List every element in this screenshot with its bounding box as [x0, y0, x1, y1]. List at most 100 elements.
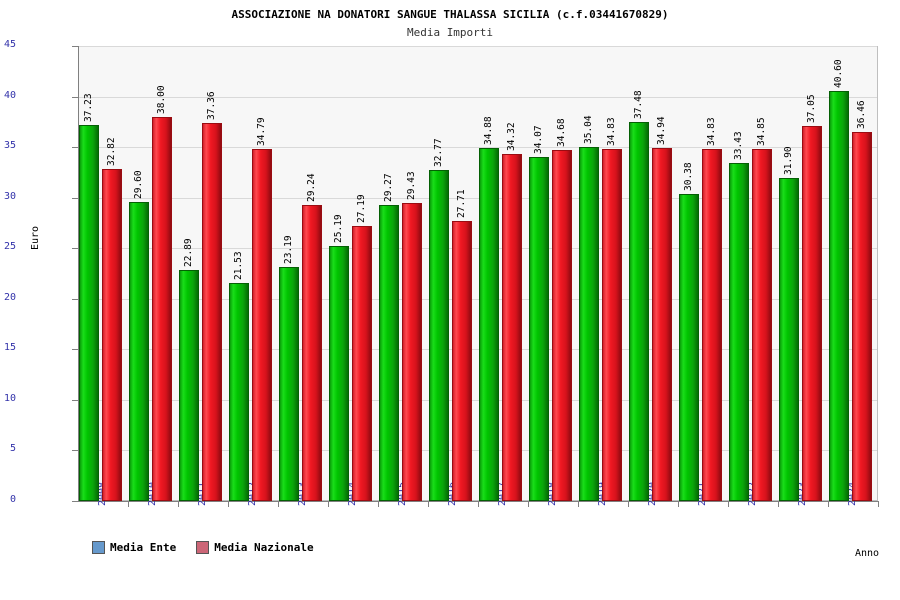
y-tick-label: 35	[3, 140, 16, 152]
x-tick-mark	[578, 501, 579, 507]
y-tick-label: 5	[9, 443, 16, 455]
bar-value-label: 32.77	[433, 138, 444, 167]
bar-ente[interactable]	[229, 283, 249, 501]
bar-value-label: 34.85	[756, 117, 767, 146]
bar-naz[interactable]	[652, 147, 672, 501]
bar-value-label: 25.19	[333, 214, 344, 244]
bar-value-label: 32.82	[106, 137, 117, 167]
bar-naz[interactable]	[152, 116, 172, 501]
bar-value-label: 35.04	[583, 115, 594, 144]
bar-naz[interactable]	[202, 123, 222, 501]
bar-group: 34.07 34.68	[528, 46, 578, 501]
gridline	[79, 298, 877, 300]
bar-ente[interactable]	[529, 156, 549, 501]
y-tick-label: 45	[3, 39, 16, 50]
y-tick-label: 30	[3, 190, 16, 202]
bar-naz[interactable]	[602, 148, 622, 501]
bar-value-label: 34.68	[556, 118, 567, 148]
bar-naz[interactable]	[402, 203, 422, 501]
bar-ente[interactable]	[629, 122, 649, 501]
gridline	[79, 248, 877, 250]
legend-swatch-icon-media-ente	[92, 541, 105, 554]
bar-naz[interactable]	[552, 150, 572, 501]
legend-swatch-icon-media-nazionale	[196, 541, 210, 554]
chart-title: ASSOCIAZIONE NA DONATORI SANGUE THALASSA…	[231, 8, 669, 21]
bar-naz[interactable]	[352, 226, 372, 501]
bar-group: 35.04 34.83	[578, 46, 628, 501]
bar-naz[interactable]	[752, 148, 772, 501]
bar-value-label: 34.88	[483, 116, 494, 146]
y-tick-label: 25	[3, 241, 16, 253]
bar-naz[interactable]	[502, 154, 522, 501]
bar-ente[interactable]	[479, 148, 499, 501]
bar-group: 40.60 36.46	[828, 46, 878, 501]
bar-group: 22.89 37.36	[178, 46, 228, 501]
bar-ente[interactable]	[179, 269, 199, 501]
bar-ente[interactable]	[779, 178, 799, 501]
bar-value-label: 27.19	[356, 194, 367, 224]
bar-ente[interactable]	[129, 201, 149, 501]
x-tick-mark	[678, 501, 679, 507]
bar-value-label: 21.53	[233, 251, 244, 281]
legend-label-media-ente: Media Ente	[110, 541, 177, 554]
bar-group: 31.90 37.05	[778, 46, 828, 501]
y-tick-label: 40	[3, 89, 16, 101]
bar-value-label: 33.43	[733, 131, 744, 160]
x-tick-mark	[278, 501, 279, 507]
bar-ente[interactable]	[329, 246, 349, 501]
y-tick-label: 10	[3, 392, 16, 404]
bar-ente[interactable]	[79, 124, 99, 501]
y-tick-mark	[72, 147, 78, 149]
y-tick-mark	[72, 96, 78, 98]
legend-item-media-ente[interactable]: Media Ente	[92, 541, 176, 554]
chart-legend: Media Ente Media Nazionale	[92, 541, 328, 554]
x-tick-mark	[728, 501, 729, 507]
bars-layer: 37.23 32.82 29.60 38.00 22.89 37.36 21.53 34.79…	[78, 46, 878, 501]
x-tick-mark	[778, 501, 779, 507]
legend-item-media-nazionale[interactable]: Media Nazionale	[196, 541, 314, 554]
x-tick-mark	[378, 501, 379, 507]
x-tick-mark	[478, 501, 479, 507]
bar-group: 25.19 27.19	[328, 46, 378, 501]
bar-ente[interactable]	[729, 163, 749, 501]
bar-naz[interactable]	[802, 126, 822, 501]
x-tick-mark	[428, 501, 429, 507]
chart-subtitle: Media Importi	[406, 26, 494, 39]
bar-ente[interactable]	[379, 205, 399, 501]
bar-group: 30.38 34.83	[678, 46, 728, 501]
bar-group: 33.43 34.85	[728, 46, 778, 501]
bar-ente[interactable]	[429, 169, 449, 501]
gridline	[79, 399, 877, 401]
bar-ente[interactable]	[579, 146, 599, 501]
bar-value-label: 31.90	[783, 146, 794, 176]
bar-naz[interactable]	[102, 169, 122, 501]
y-axis-label: Euro	[30, 225, 41, 250]
bar-value-label: 29.27	[383, 173, 394, 203]
bar-naz[interactable]	[852, 132, 872, 501]
gridline	[79, 450, 877, 452]
y-tick-mark	[72, 298, 78, 300]
bar-value-label: 27.71	[456, 189, 467, 218]
bar-value-label: 34.32	[506, 122, 517, 151]
y-tick-mark	[72, 197, 78, 199]
x-tick-mark	[128, 501, 129, 507]
bar-group: 34.88 34.32	[478, 46, 528, 501]
y-tick-mark	[72, 248, 78, 250]
y-tick-label: 15	[3, 342, 16, 354]
y-tick-label: 20	[3, 291, 16, 303]
bar-ente[interactable]	[679, 193, 699, 501]
bar-value-label: 37.36	[206, 91, 217, 121]
bar-ente[interactable]	[829, 90, 849, 501]
bar-naz[interactable]	[302, 205, 322, 501]
bar-value-label: 34.07	[533, 124, 544, 154]
x-tick-mark	[178, 501, 179, 507]
bar-group: 37.48 34.94	[628, 46, 678, 501]
bar-ente[interactable]	[279, 266, 299, 501]
legend-label-media-nazionale: Media Nazionale	[214, 541, 314, 554]
bar-naz[interactable]	[452, 220, 472, 501]
bar-value-label: 38.00	[156, 85, 167, 114]
bar-naz[interactable]	[252, 149, 272, 501]
bar-naz[interactable]	[702, 148, 722, 501]
bar-value-label: 23.19	[283, 234, 294, 264]
